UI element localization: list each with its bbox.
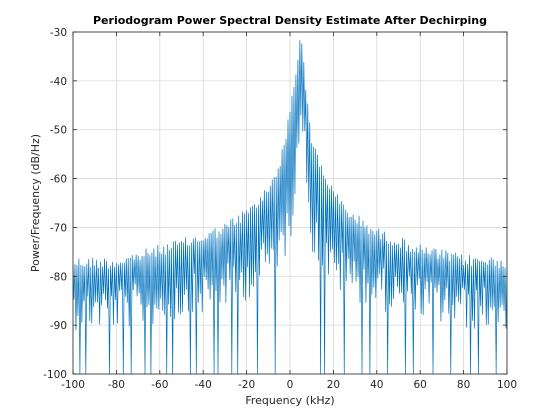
x-tick-label: -100	[61, 379, 85, 391]
y-tick-label: -80	[50, 271, 67, 283]
x-tick-label: 20	[327, 379, 340, 391]
x-tick-label: -60	[151, 379, 168, 391]
y-tick-label: -30	[50, 27, 67, 39]
y-tick-label: -60	[50, 174, 67, 186]
y-tick-labels: -100 -90 -80 -70 -60 -50 -40 -30	[43, 27, 67, 381]
y-tick-label: -40	[50, 76, 67, 88]
x-tick-label: 100	[497, 379, 517, 391]
x-tick-label: 0	[287, 379, 294, 391]
y-tick-label: -100	[43, 369, 67, 381]
psd-trace	[72, 39, 508, 375]
x-tick-label: 80	[457, 379, 470, 391]
y-tick-label: -50	[50, 125, 67, 137]
psd-series-line	[72, 39, 508, 375]
x-tick-label: -40	[195, 379, 212, 391]
x-tick-label: -20	[238, 379, 255, 391]
y-axis-label: Power/Frequency (dB/Hz)	[29, 134, 42, 272]
x-tick-labels: -100 -80 -60 -40 -20 0 20 40 60 80 100	[61, 379, 517, 391]
chart-title: Periodogram Power Spectral Density Estim…	[93, 14, 487, 27]
x-tick-label: -80	[108, 379, 125, 391]
y-tick-label: -70	[50, 222, 67, 234]
x-axis-label: Frequency (kHz)	[245, 394, 334, 407]
tick-marks	[72, 31, 508, 375]
x-tick-label: 60	[414, 379, 427, 391]
x-tick-label: 40	[370, 379, 383, 391]
y-tick-label: -90	[50, 320, 67, 332]
